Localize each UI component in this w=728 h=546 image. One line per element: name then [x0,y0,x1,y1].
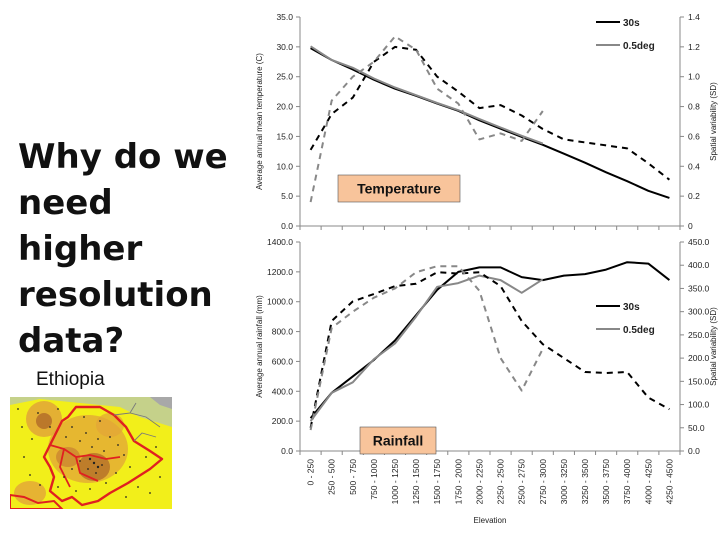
x-tick-label: 1250 - 1500 [411,459,421,505]
y-tick-label: 800.0 [272,327,294,337]
y2-tick-label: 0.8 [688,102,700,112]
legend-label: 0.5deg [623,41,655,52]
y-tick-label: 15.0 [276,131,293,141]
y2-tick-label: 1.2 [688,42,700,52]
chart-title: Rainfall [373,433,424,449]
y2-tick-label: 1.0 [688,72,700,82]
y2-tick-label: 300.0 [688,307,710,317]
y-tick-label: 1400.0 [267,237,293,247]
y2-tick-label: 0.2 [688,191,700,201]
chart-title-box [359,426,437,455]
chart-title-box [337,174,461,203]
legend-label: 30s [623,18,640,29]
x-tick-label: 500 - 750 [348,459,358,495]
x-tick-label: 4250 - 4500 [664,459,674,505]
series-line-0-5deg [309,274,544,422]
series-line-0-5deg [310,45,544,145]
series-line-0-5deg-sd [309,265,544,431]
y-tick-label: 1000.0 [267,297,293,307]
series-line-30s-sd [309,271,670,428]
y2-tick-label: 400.0 [688,260,710,270]
y-axis-title: Average annual rainfall (mm) [255,295,264,398]
y-axis-title: Average annual mean temperature (C) [255,53,264,190]
x-tick-label: 3250 - 3500 [580,459,590,505]
y-tick-label: 1200.0 [267,267,293,277]
y-tick-label: 10.0 [276,161,293,171]
slide-question: Why do we need higher resolution data? [18,134,248,364]
y2-tick-label: 0.4 [688,161,700,171]
y2-tick-label: 150.0 [688,376,710,386]
x-tick-label: 3750 - 4000 [622,459,632,505]
x-tick-label: 2500 - 2750 [517,459,527,505]
chart-title: Temperature [357,181,441,197]
series-line-30s-sd [309,45,671,181]
question-line: resolution [18,275,213,315]
x-tick-label: 1750 - 2000 [453,459,463,505]
x-tick-label: 3000 - 3250 [559,459,569,505]
legend-label: 30s [623,302,640,313]
y-tick-label: 20.0 [276,102,293,112]
y-tick-label: 600.0 [272,356,294,366]
question-line: data? [18,321,125,361]
y2-axis-title: Spatial variability (SD) [709,307,718,386]
y2-tick-label: 0.0 [688,446,700,456]
y-tick-label: 35.0 [276,12,293,22]
question-line: Why do we [18,137,228,177]
y2-tick-label: 450.0 [688,237,710,247]
x-tick-label: 2000 - 2250 [474,459,484,505]
region-label: Ethiopia [36,369,105,390]
legend-label: 0.5deg [623,325,655,336]
y2-tick-label: 200.0 [688,353,710,363]
x-tick-label: 750 - 1000 [369,459,379,500]
series-line-30s [309,261,671,419]
y2-tick-label: 1.4 [688,12,700,22]
y2-tick-label: 0 [688,221,693,231]
x-tick-label: 2250 - 2500 [496,459,506,505]
temperature-chart: 0.0 5.0 10.0 15.0 20.0 25.0 30.0 35.0 0 0.2 0.4 0.6… [255,12,718,231]
y-tick-label: 30.0 [276,42,293,52]
y2-tick-label: 350.0 [688,283,710,293]
x-tick-label: 3500 - 3750 [601,459,611,505]
y2-tick-label: 250.0 [688,330,710,340]
y2-tick-label: 100.0 [688,400,710,410]
rainfall-chart: 0.0 200.0 400.0 600.0 800.0 1000.0 1200.0 1400.… [255,237,718,525]
x-tick-label: 1000 - 1250 [390,459,400,505]
y-tick-label: 200.0 [272,416,294,426]
ethiopia-map-icon [10,397,172,509]
x-tick-label: 1500 - 1750 [432,459,442,505]
x-tick-label: 2750 - 3000 [538,459,548,505]
x-tick-label: 4000 - 4250 [643,459,653,505]
series-line-0-5deg-sd [309,35,544,203]
x-tick-label: 250 - 500 [327,459,337,495]
x-axis-title: Elevation [474,516,507,525]
y-tick-label: 0.0 [281,221,293,231]
y-tick-label: 25.0 [276,72,293,82]
y2-tick-label: 50.0 [688,423,705,433]
y-tick-label: 5.0 [281,191,293,201]
y-tick-label: 0.0 [281,446,293,456]
question-line: need higher [18,183,143,269]
series-line-30s [310,47,670,199]
y-tick-label: 400.0 [272,386,294,396]
y2-axis-title: Spatial variability (SD) [709,82,718,161]
x-tick-label: 0 - 250 [306,459,316,486]
y2-tick-label: 0.6 [688,131,700,141]
